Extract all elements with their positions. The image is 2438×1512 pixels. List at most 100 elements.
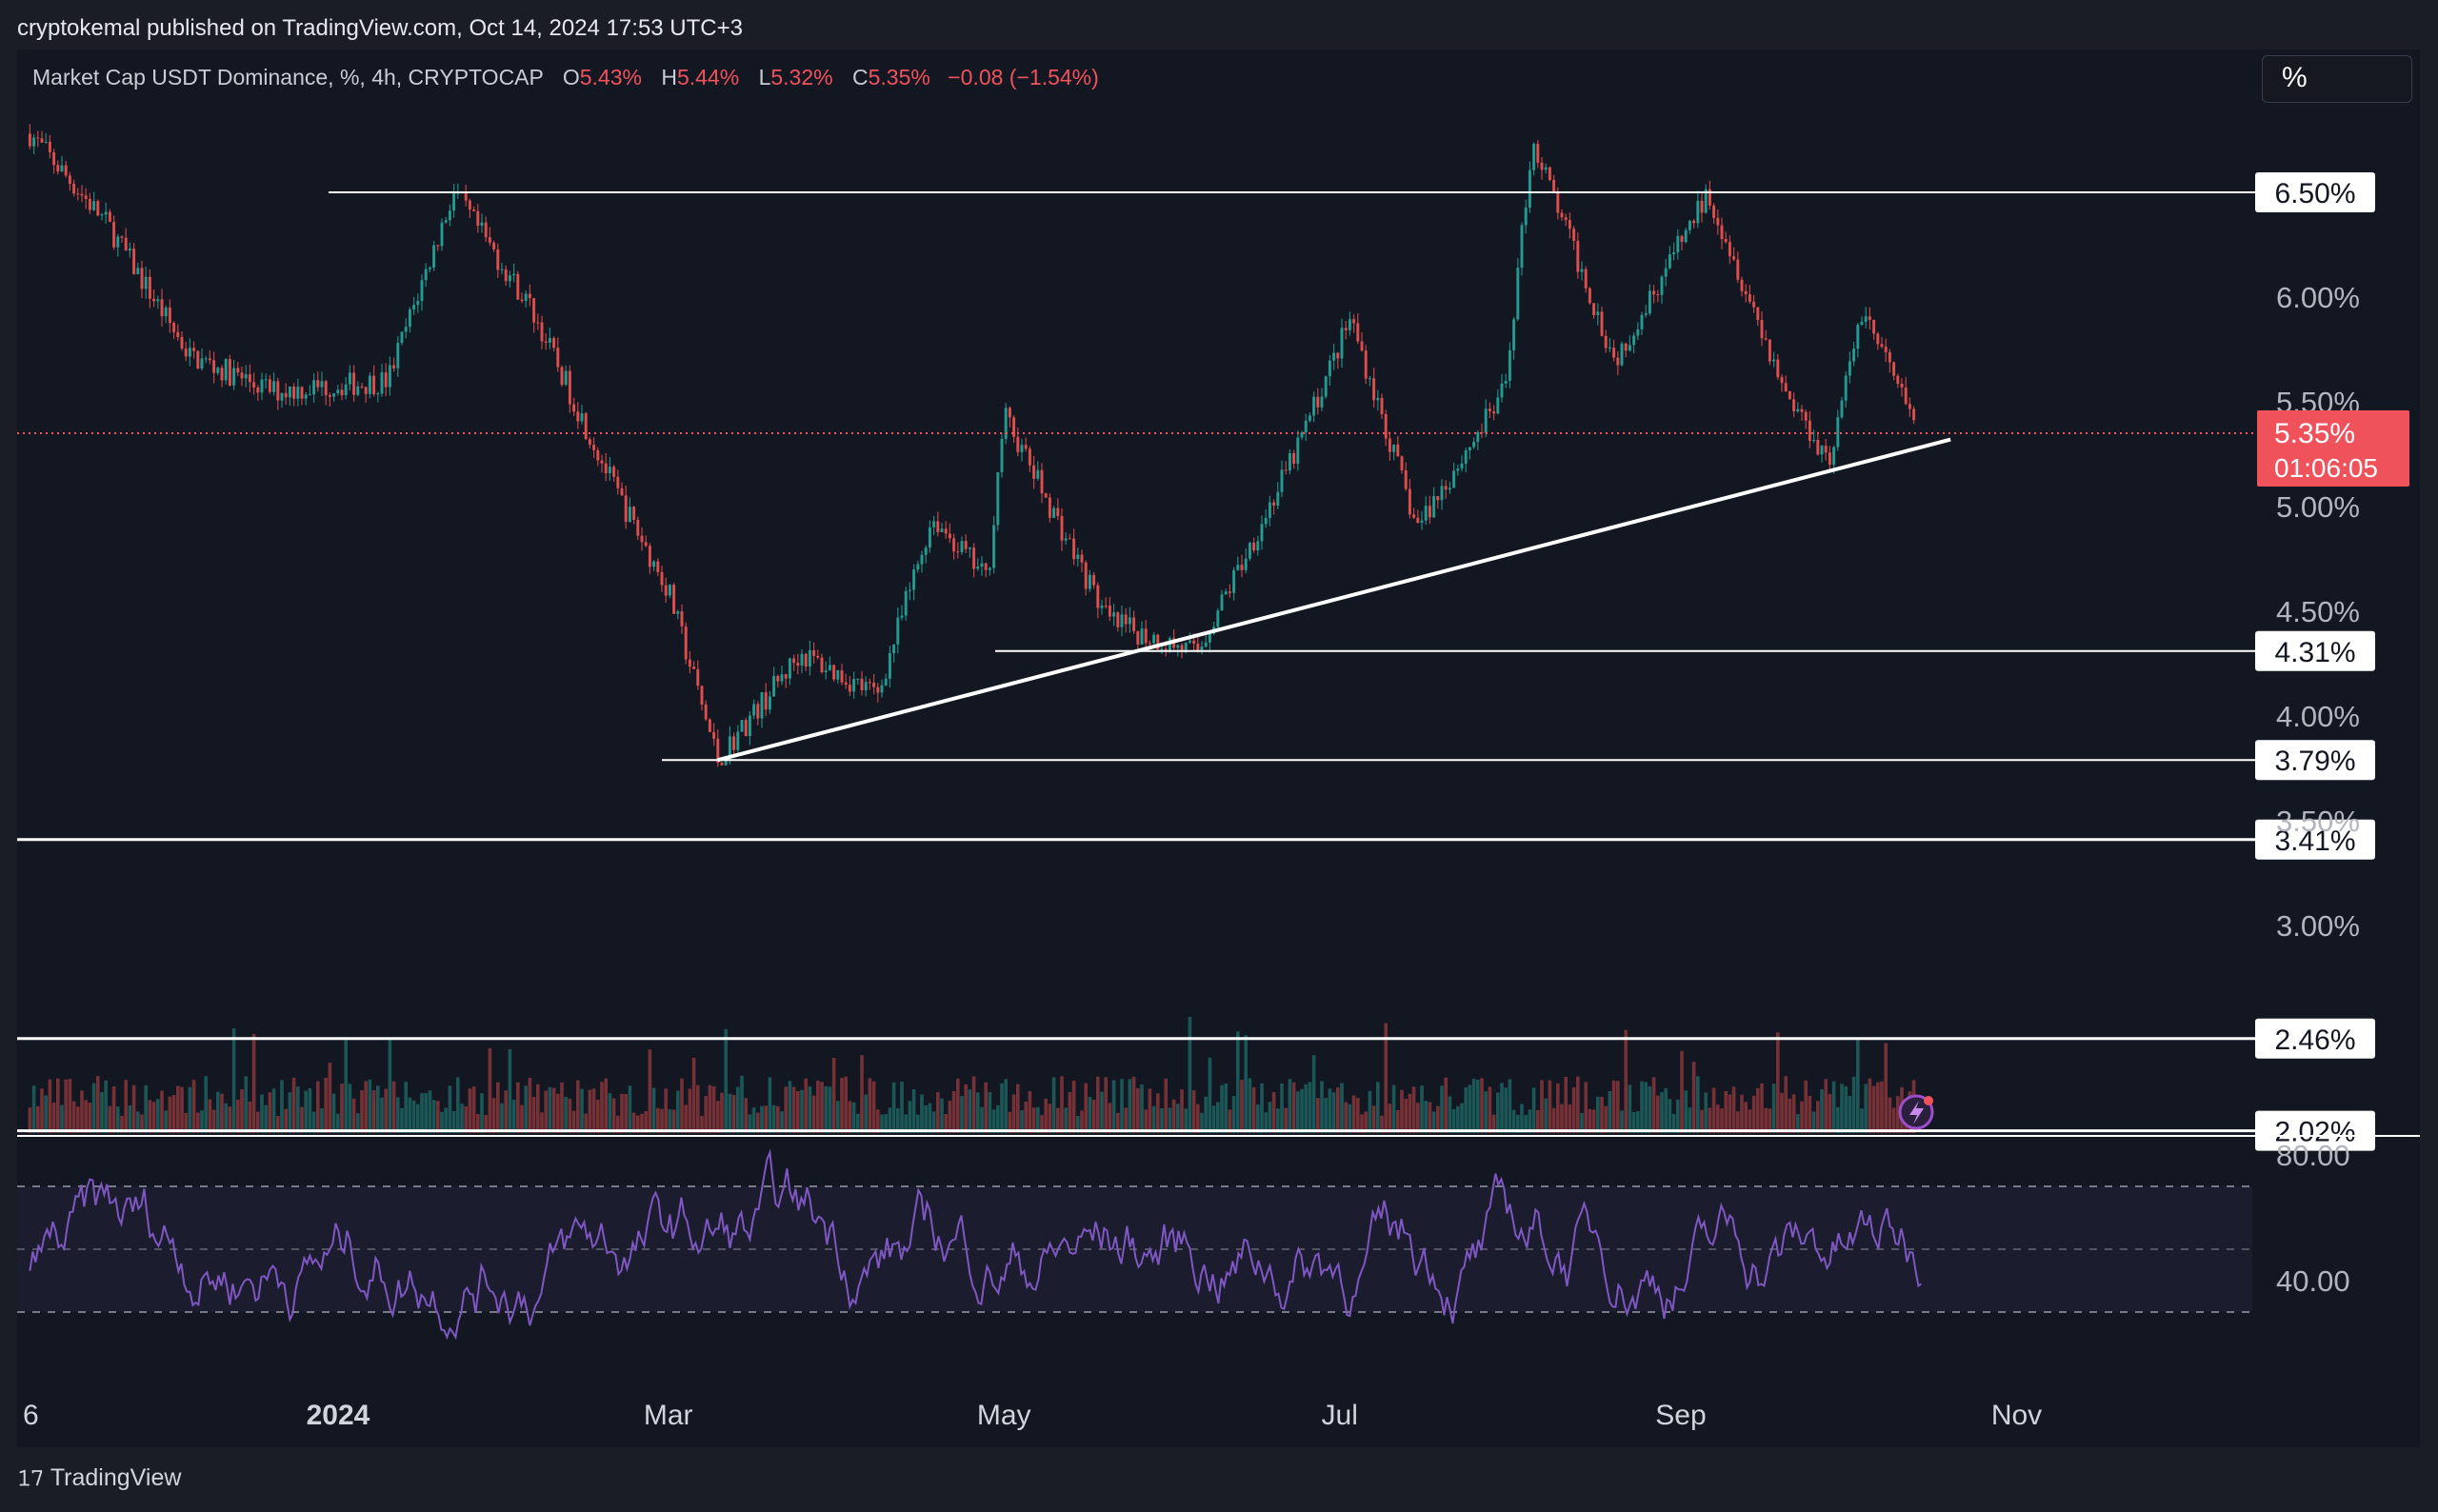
volume-bar <box>1875 1082 1880 1133</box>
volume-bar <box>331 1093 336 1133</box>
candle <box>864 676 868 697</box>
volume-bar <box>1204 1096 1208 1133</box>
candle <box>1908 397 1911 417</box>
time-axis-label: Jul <box>1322 1400 1358 1431</box>
volume-bar <box>291 1077 296 1133</box>
volume-bar <box>308 1087 312 1133</box>
volume-bar <box>748 1114 752 1133</box>
lightning-icon[interactable] <box>1898 1094 1934 1130</box>
candle <box>1316 388 1320 415</box>
candle <box>1724 231 1728 244</box>
candle <box>220 365 224 388</box>
candle <box>592 437 596 459</box>
volume-bar <box>764 1105 768 1133</box>
volume-bar <box>1795 1114 1800 1133</box>
candle <box>468 198 471 219</box>
candle <box>1300 430 1304 441</box>
candle <box>1828 446 1831 470</box>
candle <box>760 691 764 728</box>
volume-bar <box>560 1082 564 1133</box>
percent-scale-button[interactable]: % <box>2262 55 2412 103</box>
horizontal-levels[interactable]: 6.50% 4.31% 3.79% 3.41% 2.46% 2.02% <box>17 172 2375 1151</box>
candle <box>1264 508 1268 528</box>
volume-bar <box>1475 1079 1480 1133</box>
candle <box>288 386 291 407</box>
candle <box>60 155 64 172</box>
candle <box>1732 247 1736 262</box>
candle <box>408 307 411 333</box>
close-label: C <box>851 65 869 90</box>
candle <box>316 371 320 392</box>
volume-bar <box>975 1092 980 1133</box>
volume-bar <box>348 1084 352 1133</box>
volume-bar <box>1195 1104 1200 1133</box>
candle <box>1296 430 1300 471</box>
candle <box>1220 589 1224 611</box>
candle <box>1900 378 1904 397</box>
volume-bar <box>640 1113 644 1133</box>
volume-bar <box>1540 1080 1544 1133</box>
volume-bar <box>1315 1098 1320 1133</box>
trendline[interactable] <box>717 437 1951 763</box>
volume-bar <box>1151 1105 1156 1133</box>
candle <box>512 264 516 283</box>
candle <box>588 436 591 449</box>
volume-bar <box>1175 1104 1180 1133</box>
volume-bar <box>1035 1106 1040 1133</box>
volume-bar <box>255 1111 260 1133</box>
volume-bar <box>711 1085 716 1133</box>
volume-bar <box>635 1115 640 1133</box>
volume-bar <box>771 1104 776 1133</box>
volume-bar <box>768 1077 772 1133</box>
volume-bar <box>520 1104 524 1133</box>
volume-bar <box>300 1106 304 1133</box>
volume-bar <box>660 1108 664 1133</box>
volume-bar <box>248 1101 252 1133</box>
footer-brand[interactable]: 𝟷𝟽 TradingView <box>17 1464 181 1492</box>
candle <box>1456 465 1460 476</box>
candle <box>1128 607 1131 633</box>
candle <box>740 719 744 732</box>
candle <box>824 661 828 680</box>
volume-bar <box>1615 1081 1620 1133</box>
volume-bar <box>1131 1077 1136 1133</box>
candle <box>228 354 231 387</box>
candle <box>420 274 424 311</box>
volume-bar <box>1488 1086 1492 1133</box>
volume-bar <box>455 1077 460 1133</box>
volume-bar <box>1064 1107 1068 1133</box>
volume-bar <box>1031 1107 1036 1133</box>
volume-bar <box>580 1088 584 1133</box>
volume-bar <box>1324 1098 1328 1133</box>
candle <box>208 349 211 365</box>
volume-bar <box>1635 1111 1640 1133</box>
volume-bar <box>1271 1092 1276 1133</box>
volume-bar <box>1144 1109 1148 1133</box>
candle <box>1540 157 1544 180</box>
volume-bar <box>1180 1089 1184 1133</box>
candle <box>820 653 824 674</box>
volume-bar <box>108 1105 112 1133</box>
candle <box>184 341 188 362</box>
candle <box>1104 597 1108 609</box>
candle <box>804 652 808 671</box>
candle <box>876 683 880 703</box>
volume-bar <box>375 1085 380 1133</box>
volume-bar <box>268 1092 272 1133</box>
volume-bar <box>124 1080 128 1133</box>
candle <box>584 411 588 441</box>
candle <box>1076 547 1080 567</box>
candle <box>1060 507 1064 551</box>
candle <box>1820 445 1824 463</box>
volume-bar <box>1895 1096 1900 1133</box>
volume-bar <box>1644 1082 1648 1133</box>
candle <box>1408 479 1411 519</box>
candle <box>1144 620 1148 648</box>
candle <box>1124 607 1128 633</box>
candle <box>360 383 364 389</box>
volume-bar <box>295 1086 300 1133</box>
candle <box>284 383 288 405</box>
volume-bar <box>731 1094 736 1133</box>
candle <box>1068 533 1071 540</box>
